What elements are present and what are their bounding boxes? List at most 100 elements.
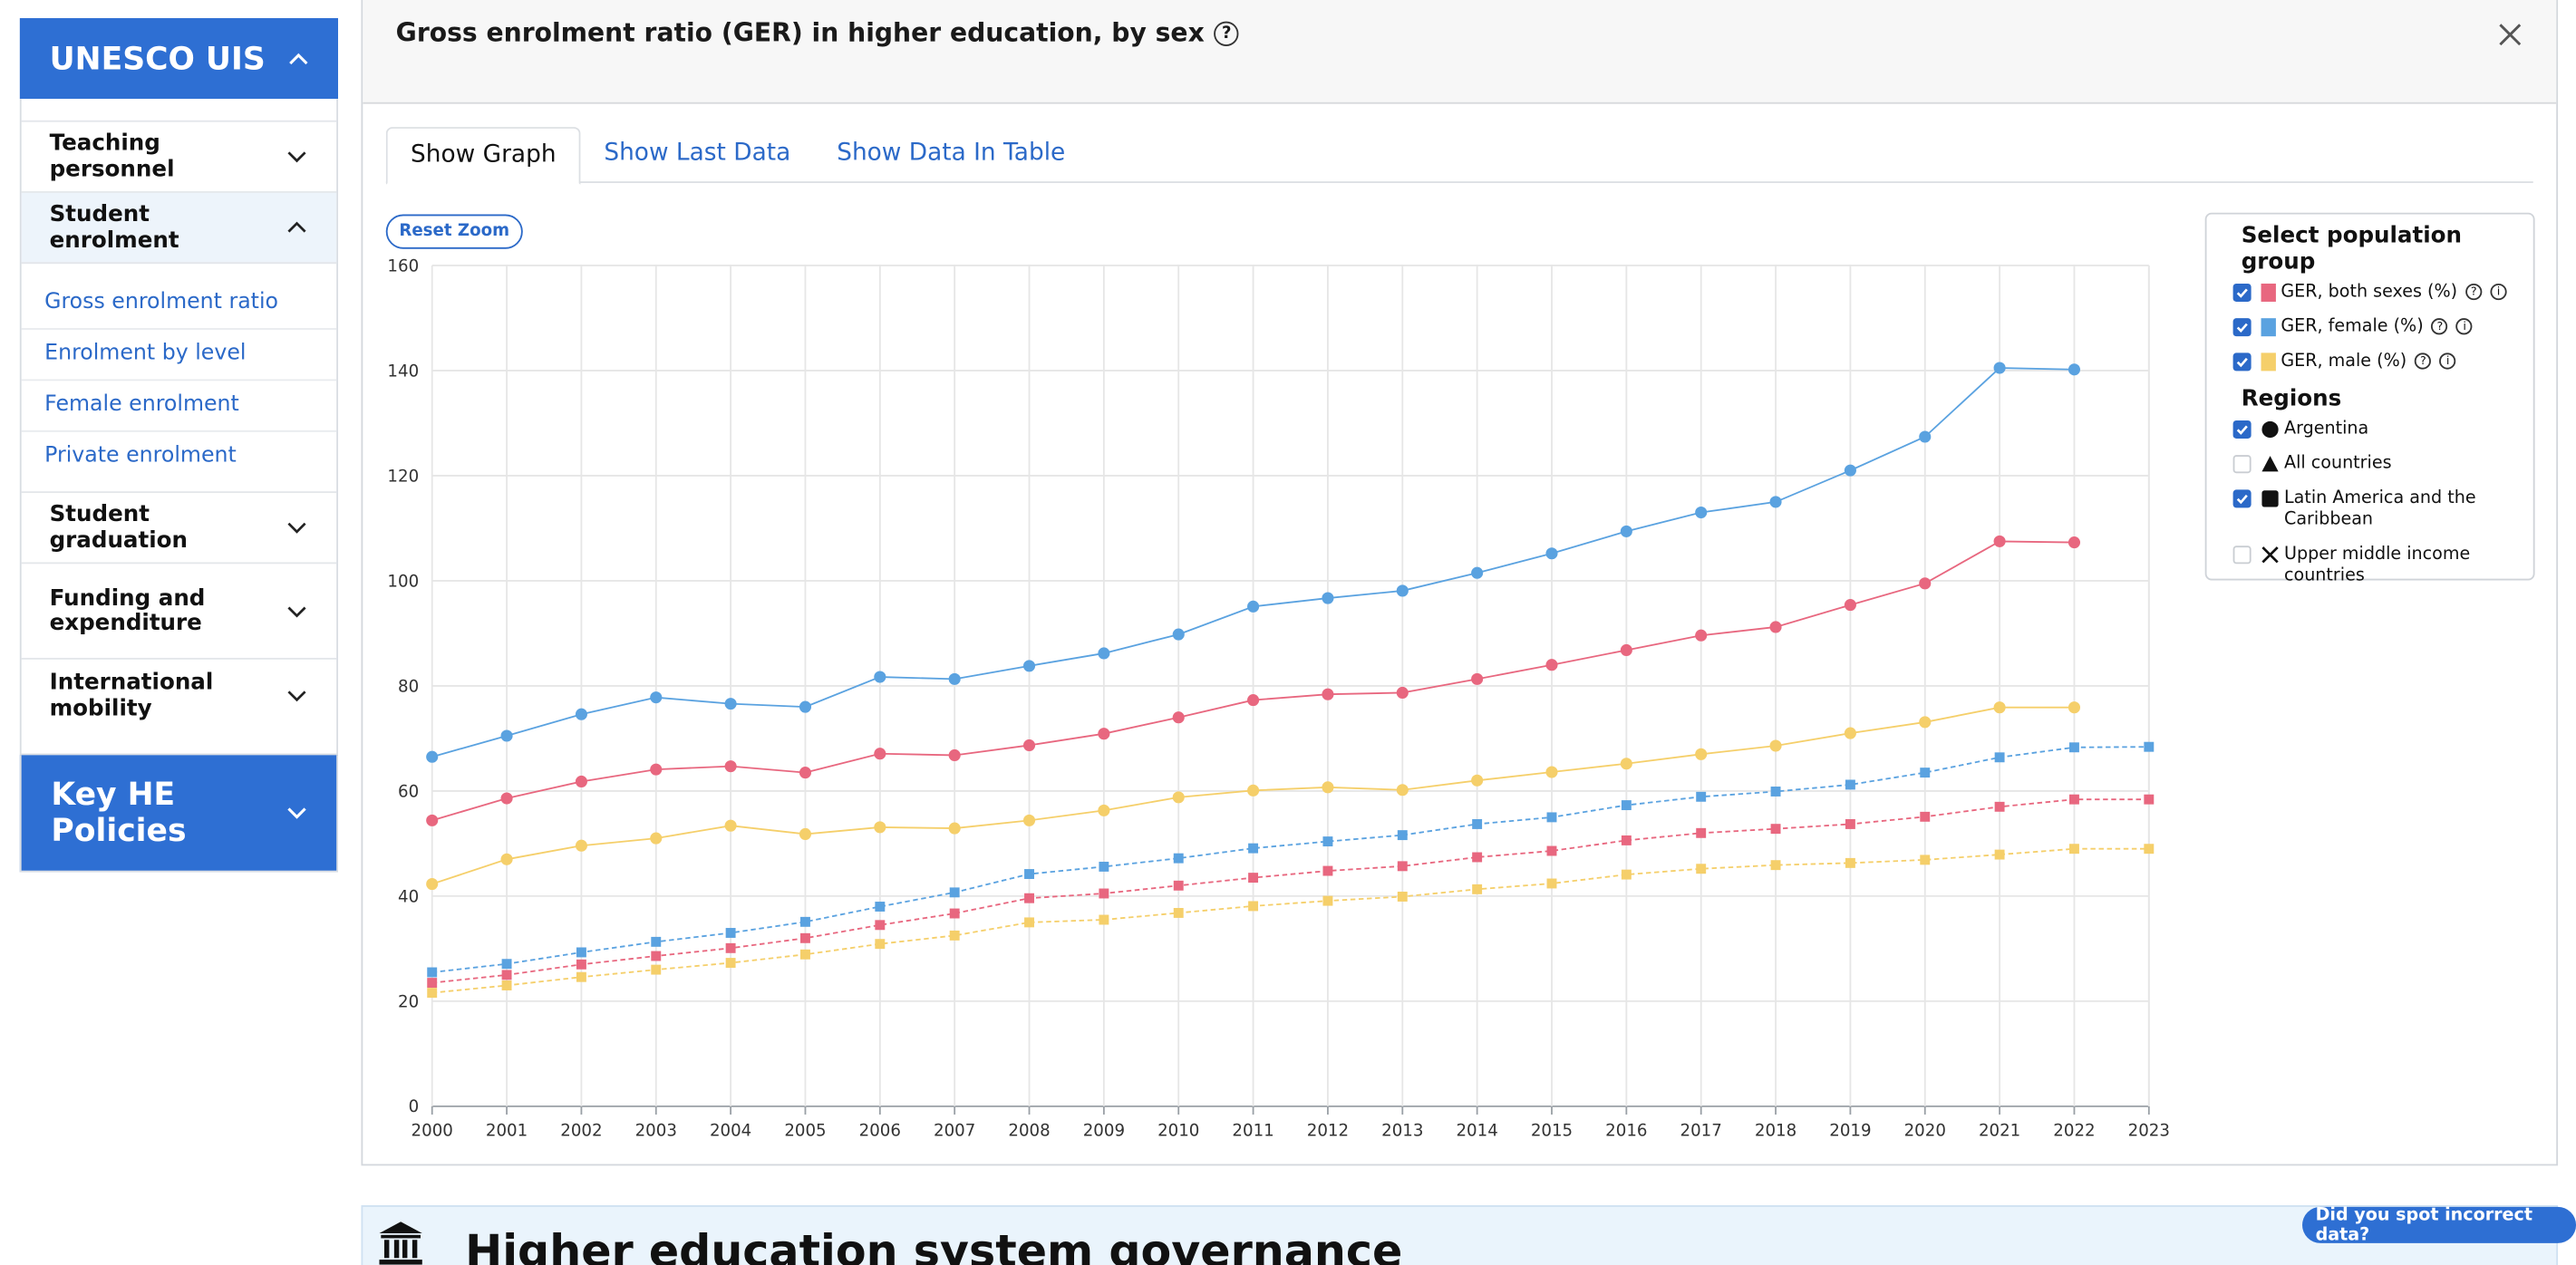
data-point <box>1247 694 1260 707</box>
x-tick-label: 2018 <box>1755 1122 1796 1141</box>
data-point <box>1621 869 1632 880</box>
series-line <box>431 847 2149 994</box>
x-tick-label: 2013 <box>1381 1122 1423 1141</box>
color-swatch <box>2261 318 2276 337</box>
sidebar-item-international-mobility[interactable]: International mobility <box>22 660 337 730</box>
data-point <box>799 767 812 779</box>
data-point <box>1845 779 1855 790</box>
help-icon[interactable]: ? <box>1214 20 1239 46</box>
data-point <box>1172 711 1185 724</box>
checkbox[interactable] <box>2232 352 2252 372</box>
x-tick-label: 2006 <box>859 1122 901 1141</box>
data-point <box>1172 791 1185 804</box>
sidebar-link-enrolment-by-level[interactable]: Enrolment by level <box>21 330 337 381</box>
population-group-option[interactable]: GER, female (%)? i <box>2232 316 2517 338</box>
data-point <box>1024 869 1034 879</box>
data-point <box>576 971 586 982</box>
reset-zoom-button[interactable]: Reset Zoom <box>385 214 523 249</box>
x-tick-label: 2002 <box>560 1122 602 1141</box>
sidebar-item-label: International mobility <box>49 668 214 722</box>
data-point <box>1471 672 1484 685</box>
sidebar-link-female-enrolment[interactable]: Female enrolment <box>21 381 337 432</box>
checkbox[interactable] <box>2232 283 2252 302</box>
sidebar-key-he-policies-label: Key HE Policies <box>51 776 187 850</box>
region-option[interactable]: Latin America and the Caribbean <box>2232 488 2517 531</box>
close-icon[interactable] <box>2497 22 2523 48</box>
sidebar-submenu-student-enrolment: Gross enrolment ratio Enrolment by level… <box>21 264 337 494</box>
sidebar-spacer <box>21 99 337 122</box>
region-list: Argentina All countries Latin America and … <box>2232 419 2517 587</box>
data-point <box>2068 742 2079 753</box>
sidebar-item-student-graduation[interactable]: Student graduation <box>21 493 337 565</box>
help-icon[interactable]: ? <box>2431 318 2448 335</box>
color-swatch <box>2261 352 2276 372</box>
sidebar-link-gross-enrolment-ratio[interactable]: Gross enrolment ratio <box>21 278 337 330</box>
help-icon[interactable]: ? <box>2465 283 2483 301</box>
data-point <box>874 748 886 760</box>
data-point <box>650 832 663 845</box>
series-line <box>431 746 2149 973</box>
data-point <box>575 708 587 720</box>
population-group-list: GER, both sexes (%)? i GER, female (%)? i GE… <box>2232 282 2517 373</box>
region-option[interactable]: Argentina <box>2232 419 2517 440</box>
population-group-option[interactable]: GER, male (%)? i <box>2232 352 2517 373</box>
data-point <box>1098 647 1110 660</box>
data-point <box>1397 861 1408 872</box>
data-point <box>1696 827 1707 838</box>
sidebar-item-funding-and-expenditure[interactable]: Funding and expenditure <box>21 564 337 660</box>
help-icon[interactable]: ? <box>2415 352 2432 370</box>
checkbox[interactable] <box>2232 455 2252 474</box>
data-point <box>800 932 810 943</box>
info-icon[interactable]: i <box>2456 318 2474 335</box>
data-point <box>1920 768 1931 778</box>
data-point <box>1620 643 1632 657</box>
region-option[interactable]: All countries <box>2232 453 2517 475</box>
data-point <box>1472 884 1483 894</box>
data-point <box>1994 752 2005 763</box>
data-point <box>799 827 812 841</box>
y-tick-label: 20 <box>398 992 419 1011</box>
checkbox[interactable] <box>2232 318 2252 337</box>
sidebar-item-teaching-personnel[interactable]: Teaching personnel <box>21 122 337 193</box>
data-point <box>1546 878 1557 889</box>
modal-header: Gross enrolment ratio (GER) in higher ed… <box>363 0 2557 104</box>
tab-show-graph[interactable]: Show Graph <box>385 127 581 185</box>
data-point <box>1545 547 1558 560</box>
y-tick-label: 100 <box>387 572 419 591</box>
data-point <box>874 671 886 683</box>
data-point <box>1396 784 1409 797</box>
checkbox[interactable] <box>2232 546 2252 565</box>
data-point <box>799 700 812 713</box>
data-point <box>1993 535 2006 547</box>
region-option[interactable]: Upper middle income countries <box>2232 544 2517 586</box>
tab-show-data-in-table[interactable]: Show Data In Table <box>837 140 1066 167</box>
square-marker-icon <box>2261 490 2279 507</box>
data-point <box>1322 895 1333 906</box>
sidebar-item-student-enrolment[interactable]: Student enrolment <box>21 192 337 265</box>
x-tick-label: 2011 <box>1232 1122 1273 1141</box>
legend-panel: Select population group GER, both sexes … <box>2204 212 2535 585</box>
data-point <box>1099 914 1109 925</box>
sidebar-header-uis[interactable]: UNESCO UIS <box>19 18 338 100</box>
data-point <box>651 964 662 975</box>
tab-show-last-data[interactable]: Show Last Data <box>604 140 791 167</box>
x-tick-label: 2008 <box>1008 1122 1050 1141</box>
checkbox[interactable] <box>2232 420 2252 439</box>
data-point <box>725 942 736 953</box>
sidebar-item-label: Student graduation <box>49 501 189 555</box>
data-point <box>1993 362 2006 374</box>
population-group-option[interactable]: GER, both sexes (%)? i <box>2232 282 2517 304</box>
cross-marker-icon <box>2261 546 2279 564</box>
info-icon[interactable]: i <box>2490 283 2507 301</box>
data-point <box>1545 766 1558 778</box>
sidebar-key-he-policies[interactable]: Key HE Policies <box>19 755 338 873</box>
data-point <box>800 949 810 960</box>
data-point <box>948 672 961 685</box>
checkbox[interactable] <box>2232 489 2252 508</box>
data-point <box>800 916 810 927</box>
report-incorrect-data-button[interactable]: Did you spot incorrect data? <box>2302 1205 2576 1245</box>
sidebar-link-private-enrolment[interactable]: Private enrolment <box>44 443 237 468</box>
info-icon[interactable]: i <box>2439 352 2456 370</box>
data-point <box>1022 660 1036 672</box>
x-tick-label: 2004 <box>710 1122 751 1141</box>
